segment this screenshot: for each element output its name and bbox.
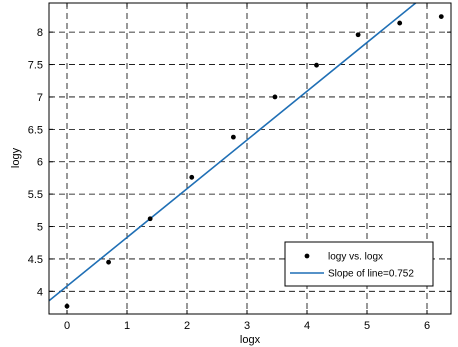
y-axis-label: logy [10, 147, 22, 168]
data-point [106, 259, 111, 265]
x-tick-label: 5 [364, 320, 370, 332]
legend-marker-points [304, 253, 310, 259]
y-tick-labels: 4 4.5 5 5.5 6 6.5 7 7.5 8 [28, 27, 43, 298]
y-tick-label: 8 [37, 27, 43, 39]
data-point [64, 303, 70, 309]
data-point [189, 174, 195, 180]
data-point [397, 20, 403, 26]
x-tick-label: 4 [304, 320, 310, 332]
legend-label-points: logy vs. logx [328, 252, 383, 263]
legend-label-line: Slope of line=0.752 [328, 269, 414, 280]
data-point [272, 94, 278, 100]
fit-line [49, 3, 417, 302]
data-point [314, 62, 319, 68]
x-tick-label: 3 [244, 320, 250, 332]
y-tick-label: 7.5 [28, 60, 43, 72]
x-axis-label: logx [240, 334, 261, 346]
fit-line-layer [49, 3, 417, 302]
y-tick-label: 5.5 [28, 189, 43, 201]
y-tick-label: 7 [37, 92, 43, 104]
data-point [438, 14, 444, 20]
legend-box [284, 241, 434, 287]
legend: logy vs. logx Slope of line=0.752 [284, 241, 434, 287]
grid [49, 3, 451, 314]
data-point [230, 134, 236, 140]
y-tick-label: 6 [37, 157, 43, 169]
x-tick-label: 2 [184, 320, 190, 332]
scatter-points [64, 14, 444, 309]
x-tick-label: 0 [64, 320, 70, 332]
x-tick-labels: 0 1 2 3 4 5 6 [64, 320, 430, 332]
ticks [49, 3, 451, 314]
y-tick-label: 4.5 [28, 254, 43, 266]
x-tick-label: 1 [124, 320, 130, 332]
x-tick-label: 6 [424, 320, 430, 332]
y-tick-label: 6.5 [28, 124, 43, 136]
plot-frame [48, 2, 452, 315]
data-point [355, 32, 361, 38]
data-point [147, 216, 153, 222]
y-tick-label: 5 [37, 222, 43, 234]
y-tick-label: 4 [37, 286, 43, 298]
